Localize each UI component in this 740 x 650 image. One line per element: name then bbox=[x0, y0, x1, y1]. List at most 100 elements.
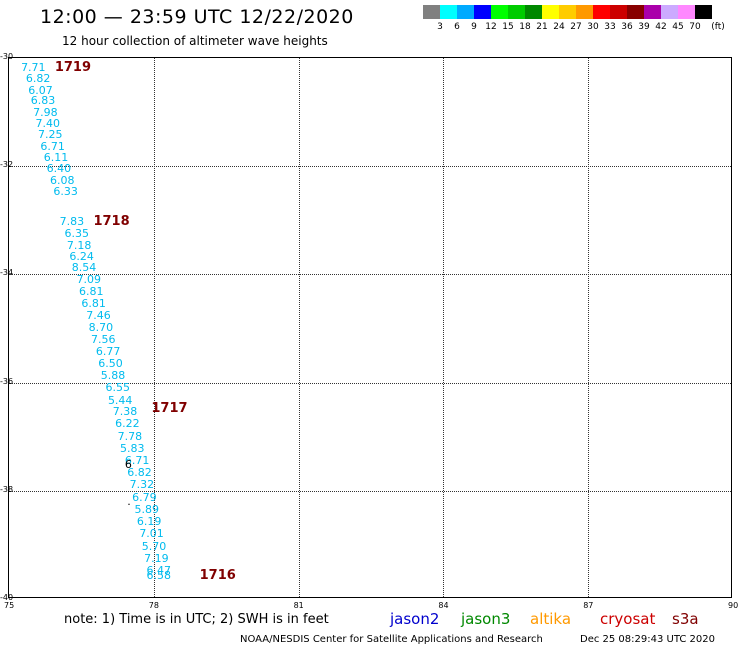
wave-height-label: 7.01 bbox=[139, 527, 164, 541]
wave-height-label: 7.19 bbox=[144, 552, 169, 565]
colorbar-tick-label: 21 bbox=[536, 22, 548, 32]
wave-height-label: 7.18 bbox=[66, 238, 92, 252]
colorbar-tick-label: 39 bbox=[638, 22, 650, 32]
longitude-tick-label: 81 bbox=[293, 601, 304, 610]
track-marker: 6 bbox=[124, 457, 132, 471]
colorbar-tick-label: 42 bbox=[655, 22, 667, 32]
map-subtitle: 12 hour collection of altimeter wave hei… bbox=[62, 34, 328, 48]
longitude-gridline bbox=[298, 58, 300, 597]
map-plot-area: 7.71 6.82 6.07 6.83 7.98 7.40 7.25 6.71 6.11 6.40… bbox=[8, 57, 732, 598]
pass-time-label: 1719 bbox=[54, 59, 92, 75]
latitude-tick-label: -30 bbox=[0, 52, 14, 61]
wave-height-label: 5.88 bbox=[100, 369, 126, 383]
wave-height-label: 6.82 bbox=[127, 465, 152, 479]
longitude-gridline bbox=[588, 58, 590, 597]
wave-height-label: 6.35 bbox=[64, 226, 90, 240]
satellite-legend-altika: altika bbox=[530, 610, 572, 628]
wave-height-label: 7.32 bbox=[129, 478, 155, 492]
latitude-gridline bbox=[9, 166, 731, 168]
wave-height-label: 6.24 bbox=[69, 250, 94, 264]
wave-height-label: 7.09 bbox=[76, 273, 102, 287]
colorbar-swatch bbox=[661, 5, 678, 19]
wave-height-label: 6.81 bbox=[81, 296, 106, 310]
colorbar-tick-label: 27 bbox=[570, 22, 582, 32]
wave-height-label: 6.71 bbox=[40, 139, 65, 153]
satellite-legend-jason3: jason3 bbox=[461, 610, 511, 628]
wave-height-label: 6.40 bbox=[46, 162, 72, 176]
wave-height-label: 5.44 bbox=[107, 393, 133, 407]
wave-height-label: 6.22 bbox=[115, 417, 140, 431]
longitude-tick-label: 75 bbox=[4, 601, 15, 610]
longitude-tick-label: 90 bbox=[728, 601, 739, 610]
colorbar-swatch bbox=[576, 5, 593, 19]
colorbar-unit-label: (ft) bbox=[711, 22, 725, 32]
wave-height-label: 6.07 bbox=[28, 83, 53, 97]
wave-height-label: 6.79 bbox=[132, 490, 157, 504]
longitude-gridline bbox=[153, 58, 155, 597]
colorbar-tick-label: 6 bbox=[454, 22, 460, 32]
colorbar-swatch bbox=[695, 5, 712, 19]
latitude-gridline bbox=[9, 490, 731, 492]
wave-height-label: 7.46 bbox=[86, 309, 111, 323]
longitude-tick-label: 84 bbox=[438, 601, 449, 610]
wave-height-label: 8.70 bbox=[88, 321, 114, 334]
latitude-tick-label: -38 bbox=[0, 484, 14, 494]
wave-height-label: 6.71 bbox=[124, 454, 150, 468]
colorbar-tick-label: 24 bbox=[553, 22, 565, 32]
colorbar-tick-label: 30 bbox=[587, 22, 599, 32]
wave-height-label: 6.33 bbox=[53, 184, 78, 198]
pass-time-label: 1717 bbox=[151, 400, 188, 416]
units-note: note: 1) Time is in UTC; 2) SWH is in fe… bbox=[64, 612, 329, 627]
wave-height-label: 5.89 bbox=[134, 502, 159, 516]
satellite-legend-cryosat: cryosat bbox=[600, 610, 656, 628]
wave-height-label: 6.08 bbox=[50, 173, 75, 187]
colorbar-tick-label: 9 bbox=[471, 22, 477, 32]
longitude-tick-label: 87 bbox=[583, 601, 594, 610]
wave-height-label: 6.55 bbox=[105, 381, 131, 395]
wave-height-label: 7.71 bbox=[21, 61, 46, 75]
wave-height-label: 7.40 bbox=[35, 116, 61, 130]
wave-height-label: 8.54 bbox=[71, 261, 97, 275]
colorbar-tick-label: 12 bbox=[485, 22, 497, 32]
wave-height-label: 6.81 bbox=[78, 284, 104, 298]
longitude-tick-label: 78 bbox=[148, 601, 159, 610]
latitude-gridline bbox=[9, 382, 731, 384]
footer-timestamp: Dec 25 08:29:43 UTC 2020 bbox=[580, 634, 715, 645]
wave-height-label: 5.83 bbox=[120, 442, 145, 456]
colorbar-swatch bbox=[474, 5, 491, 19]
colorbar-swatch bbox=[491, 5, 508, 19]
latitude-tick-label: -36 bbox=[0, 376, 14, 386]
wave-height-label: 7.78 bbox=[117, 429, 143, 443]
colorbar-swatch bbox=[508, 5, 525, 19]
colorbar-tick-label: 45 bbox=[672, 22, 684, 32]
pass-time-label: 1716 bbox=[199, 568, 236, 584]
latitude-tick-label: -34 bbox=[0, 268, 14, 278]
colorbar-swatch bbox=[678, 5, 695, 19]
wave-height-label: 7.56 bbox=[91, 332, 116, 346]
colorbar-tick-label: 18 bbox=[519, 22, 531, 32]
satellite-legend-jason2: jason2 bbox=[390, 610, 440, 628]
longitude-gridline bbox=[443, 58, 445, 597]
colorbar-swatch bbox=[559, 5, 576, 19]
wave-height-label: 6.82 bbox=[25, 72, 51, 86]
wave-height-label: 7.98 bbox=[33, 105, 58, 119]
wave-height-label: 6.58 bbox=[146, 569, 172, 583]
wave-height-label: 7.83 bbox=[59, 214, 85, 228]
wave-height-label: 7.25 bbox=[37, 127, 63, 141]
footer-credit: NOAA/NESDIS Center for Satellite Applica… bbox=[240, 634, 543, 645]
colorbar-swatch bbox=[610, 5, 627, 19]
wave-height-label: 6.19 bbox=[136, 515, 162, 529]
wave-height-label: 7.38 bbox=[112, 405, 138, 419]
wave-height-label: 6.11 bbox=[43, 151, 69, 165]
colorbar-swatch bbox=[627, 5, 644, 19]
colorbar-tick-label: 36 bbox=[621, 22, 633, 32]
colorbar-swatch bbox=[423, 5, 440, 19]
colorbar-swatch bbox=[593, 5, 610, 19]
colorbar-tick-label: 15 bbox=[502, 22, 514, 32]
wave-height-label: 5.70 bbox=[141, 539, 167, 553]
colorbar-tick-label: 3 bbox=[437, 22, 443, 32]
colorbar-swatch bbox=[525, 5, 542, 19]
latitude-tick-label: -40 bbox=[0, 593, 14, 602]
satellite-legend-s3a: s3a bbox=[672, 610, 699, 628]
